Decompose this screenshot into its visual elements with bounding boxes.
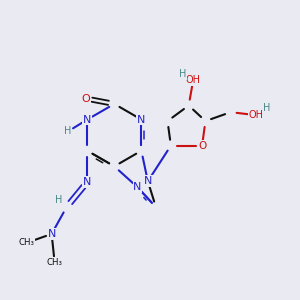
Text: N: N (137, 115, 146, 124)
Text: O: O (198, 141, 206, 151)
Text: H: H (263, 103, 270, 113)
Text: H: H (64, 126, 72, 136)
Text: N: N (133, 182, 142, 192)
Text: OH: OH (186, 75, 201, 85)
Text: N: N (47, 229, 56, 239)
Text: H: H (56, 195, 63, 205)
Text: O: O (82, 94, 91, 103)
Text: OH: OH (248, 110, 263, 120)
Text: N: N (144, 176, 152, 186)
Text: CH₃: CH₃ (46, 258, 63, 267)
Text: H: H (179, 69, 187, 79)
Text: CH₃: CH₃ (18, 238, 34, 247)
Text: N: N (83, 177, 92, 187)
Text: N: N (83, 115, 92, 124)
